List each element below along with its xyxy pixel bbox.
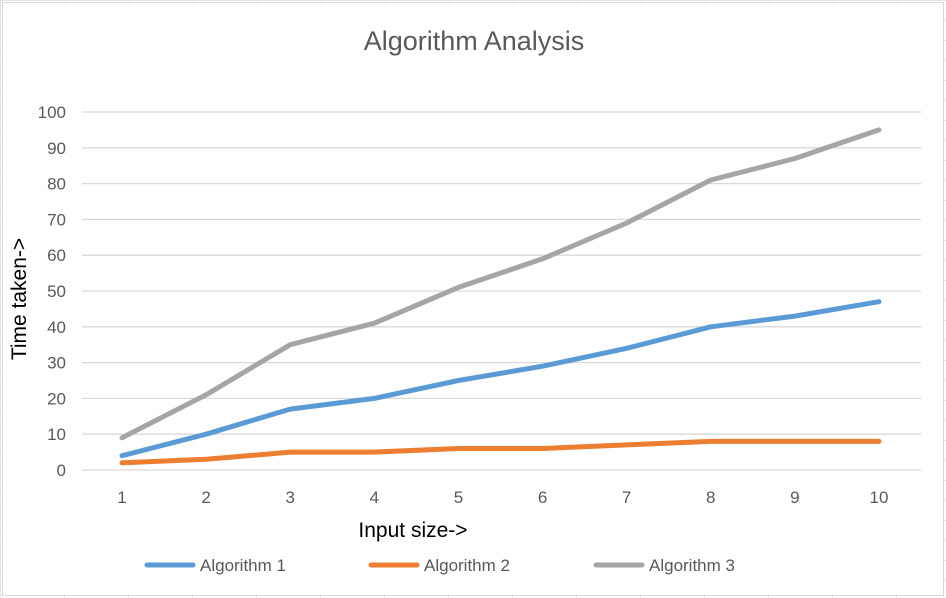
legend-label-algorithm-2: Algorithm 2 bbox=[424, 556, 510, 575]
x-tick-label: 1 bbox=[117, 488, 126, 507]
x-tick-label: 7 bbox=[622, 488, 631, 507]
chart-title: Algorithm Analysis bbox=[364, 26, 585, 56]
gridlines bbox=[82, 111, 921, 471]
x-tick-label: 5 bbox=[454, 488, 463, 507]
x-axis-title: Input size-> bbox=[358, 519, 467, 542]
x-tick-label: 8 bbox=[706, 488, 715, 507]
x-tick-label: 6 bbox=[538, 488, 547, 507]
x-tick-label: 4 bbox=[370, 488, 379, 507]
y-tick-label: 50 bbox=[47, 282, 66, 301]
legend-label-algorithm-3: Algorithm 3 bbox=[649, 556, 735, 575]
y-tick-label: 80 bbox=[47, 175, 66, 194]
y-tick-label: 40 bbox=[47, 318, 66, 337]
y-tick-label: 70 bbox=[47, 210, 66, 229]
x-tick-label: 9 bbox=[790, 488, 799, 507]
x-tick-label: 2 bbox=[201, 488, 210, 507]
y-tick-label: 60 bbox=[47, 246, 66, 265]
x-tick-label: 10 bbox=[870, 488, 889, 507]
series-line-algorithm-1 bbox=[119, 299, 882, 459]
x-axis-tick-labels: 1 2 3 4 5 6 7 8 9 10 bbox=[117, 488, 888, 507]
y-tick-label: 10 bbox=[47, 425, 66, 444]
x-tick-label: 3 bbox=[285, 488, 294, 507]
y-tick-label: 100 bbox=[38, 103, 66, 122]
y-tick-label: 0 bbox=[57, 461, 66, 480]
y-axis-tick-labels: 0 10 20 30 40 50 60 70 80 90 100 bbox=[38, 103, 66, 480]
legend: Algorithm 1 Algorithm 2 Algorithm 3 bbox=[144, 556, 735, 575]
y-tick-label: 20 bbox=[47, 389, 66, 408]
legend-label-algorithm-1: Algorithm 1 bbox=[200, 556, 286, 575]
y-axis-title: Time taken-> bbox=[8, 238, 31, 360]
y-tick-label: 30 bbox=[47, 354, 66, 373]
series-line-algorithm-3 bbox=[119, 127, 882, 441]
series-lines bbox=[119, 127, 882, 466]
series-line-algorithm-2 bbox=[119, 438, 882, 466]
y-tick-label: 90 bbox=[47, 139, 66, 158]
line-chart: Algorithm Analysis 010203040506070809010… bbox=[8, 26, 921, 575]
